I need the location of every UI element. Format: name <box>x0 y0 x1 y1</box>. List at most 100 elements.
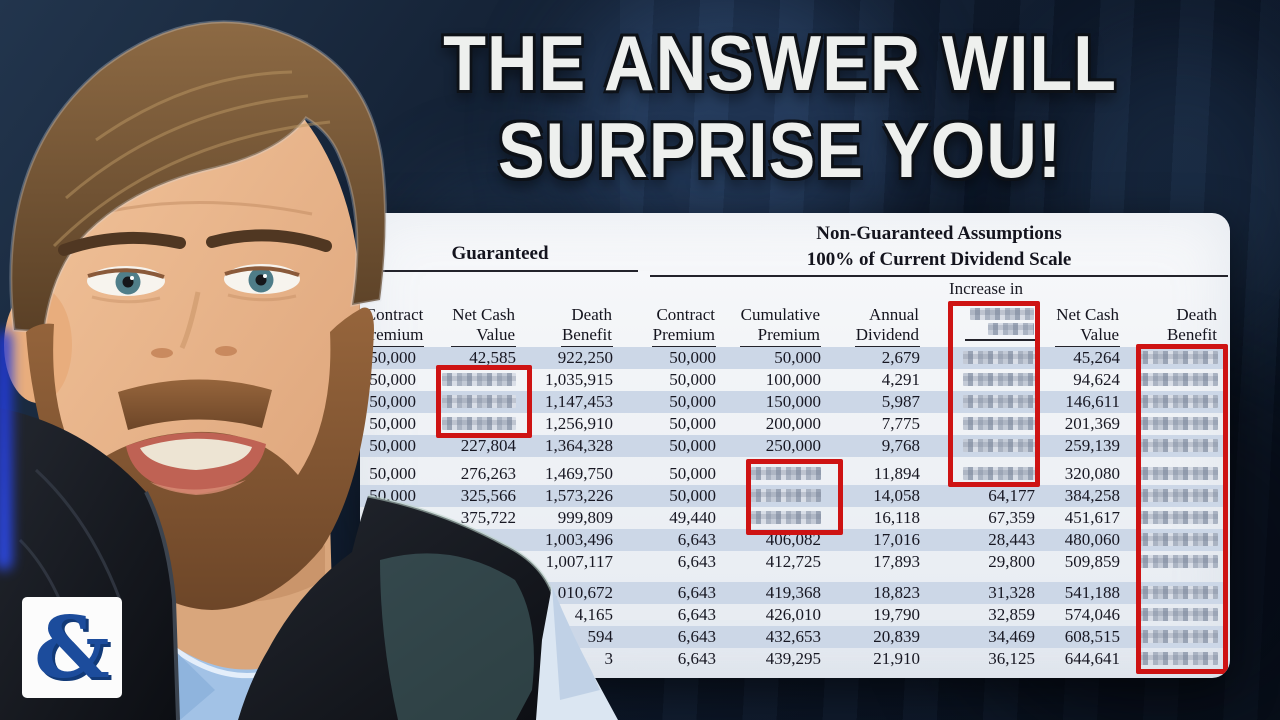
table-cell <box>1122 463 1220 485</box>
table-cell: 50,000 <box>774 348 821 367</box>
table-cell: 200,000 <box>765 414 821 433</box>
table-cell: 49,440 <box>669 508 716 527</box>
table-cell: 50,000 <box>669 464 716 483</box>
table-cell: 50,000 <box>369 370 416 389</box>
table-cell: 1,003,496 <box>545 530 613 549</box>
highlight-box-death-benefit-column <box>1136 344 1228 674</box>
table-cell: 480,060 <box>1064 530 1120 549</box>
table-cell: 4,291 <box>881 370 920 389</box>
pixelated-value <box>1138 630 1218 644</box>
pixelated-value <box>1138 533 1218 547</box>
table-cell: 509,859 <box>1064 552 1120 571</box>
table-cell: 42,585 <box>469 348 516 367</box>
table-cell <box>1122 347 1220 369</box>
pixelated-value <box>1138 439 1218 453</box>
table-row: 3 6,643 439,295 21,910 36,125 644,641 <box>360 648 1228 670</box>
table-cell <box>1122 435 1220 457</box>
table-cell: 18,823 <box>873 583 920 602</box>
table-cell <box>1122 529 1220 551</box>
guaranteed-underline <box>362 270 638 272</box>
table-cell <box>922 391 1037 413</box>
person-hair <box>9 20 388 334</box>
table-cell <box>718 463 823 485</box>
highlight-box-net-cash-value <box>436 365 532 438</box>
column-header: Net Cash Value <box>1037 305 1122 348</box>
table-cell: 6,643 <box>677 583 716 602</box>
table-row: 375,722 999,809 49,440 16,118 67,359 451,617 <box>360 507 1228 529</box>
table-cell: 419,368 <box>765 583 821 602</box>
table-cell: 20,839 <box>873 627 920 646</box>
pixelated-value <box>1138 555 1218 569</box>
table-cell: 28,443 <box>988 530 1035 549</box>
table-cell: 608,515 <box>1064 627 1120 646</box>
table-row: 50,000 325,566 1,573,226 50,000 14,058 64,177… <box>360 485 1228 507</box>
table-cell: 67,359 <box>988 508 1035 527</box>
column-header: Death Benefit <box>1122 305 1220 348</box>
increase-in-label: Increase in <box>948 279 1024 298</box>
table-cell: 31,328 <box>988 583 1035 602</box>
pixelated-value <box>963 373 1035 387</box>
table-cell: 1,469,750 <box>545 464 613 483</box>
highlight-box-cumulative-premium <box>746 459 843 535</box>
table-cell: 644,641 <box>1064 649 1120 668</box>
pixelated-value <box>1138 417 1218 431</box>
table-cell: 17,016 <box>873 530 920 549</box>
table-cell: 16,118 <box>873 508 920 527</box>
table-cell <box>1122 507 1220 529</box>
ampersand-logo-icon: & <box>34 597 110 697</box>
table-cell: 250,000 <box>765 436 821 455</box>
table-cell: 412,725 <box>765 552 821 571</box>
table-cell <box>1122 648 1220 670</box>
table-cell <box>1122 369 1220 391</box>
pixelated-value <box>1138 351 1218 365</box>
table-cell <box>1122 485 1220 507</box>
table-cell: 1,364,328 <box>545 436 613 455</box>
table-cell: 439,295 <box>765 649 821 668</box>
table-cell: 5,987 <box>881 392 920 411</box>
table-cell: 2,679 <box>881 348 920 367</box>
table-cell <box>922 435 1037 457</box>
table-cell: 1,010,672 <box>545 583 613 602</box>
table-cell: 375,722 <box>460 508 516 527</box>
pixelated-value <box>963 439 1035 453</box>
column-header: Cumulative Premium <box>718 305 823 348</box>
blue-light-streak <box>0 330 12 570</box>
table-cell: 50,000 <box>669 370 716 389</box>
pixelated-value <box>1138 467 1218 481</box>
table-cell: 432,653 <box>765 627 821 646</box>
table-cell <box>922 413 1037 435</box>
table-cell: 19,790 <box>873 605 920 624</box>
table-row: 1,010,672 6,643 419,368 18,823 31,328 541,188 <box>360 582 1228 604</box>
table-cell: 50,000 <box>369 414 416 433</box>
person-mouth <box>126 432 266 495</box>
pixelated-value <box>442 373 516 387</box>
table-cell: 6,643 <box>677 649 716 668</box>
table-cell: 1,035,915 <box>545 370 613 389</box>
table-cell: 36,125 <box>988 649 1035 668</box>
pixelated-value <box>1138 652 1218 666</box>
pixelated-value <box>442 417 516 431</box>
table-row: 50,000 1,035,915 50,000 100,000 4,291 94,624 <box>360 369 1228 391</box>
table-row: 4,165 6,643 426,010 19,790 32,859 574,046 <box>360 604 1228 626</box>
table-row: 50,000 276,263 1,469,750 50,000 11,894 320,08… <box>360 463 1228 485</box>
table-cell: 320,080 <box>1064 464 1120 483</box>
table-cell <box>418 413 518 435</box>
table-cell: 50,000 <box>669 348 716 367</box>
table-cell: 14,058 <box>873 486 920 505</box>
table-cell: 1,573,226 <box>545 486 613 505</box>
table-cell <box>718 485 823 507</box>
table-cell <box>1122 391 1220 413</box>
table-cell: 9,768 <box>881 436 920 455</box>
table-cell: 227,804 <box>460 436 516 455</box>
table-cell: 6,643 <box>677 605 716 624</box>
table-cell: 6,643 <box>677 627 716 646</box>
table-body: 50,000 42,585 922,250 50,000 50,000 2,679 45,2… <box>360 347 1228 670</box>
table-cell <box>922 463 1037 485</box>
table-cell: 6,643 <box>677 530 716 549</box>
non-guaranteed-group-header-line1: Non-Guaranteed Assumptions <box>816 223 1062 244</box>
table-cell <box>922 369 1037 391</box>
table-row: 50,000 1,147,453 50,000 150,000 5,987 146,611 <box>360 391 1228 413</box>
pixelated-value <box>963 417 1035 431</box>
headline-line-1: THE ANSWER WILL <box>443 19 1117 107</box>
